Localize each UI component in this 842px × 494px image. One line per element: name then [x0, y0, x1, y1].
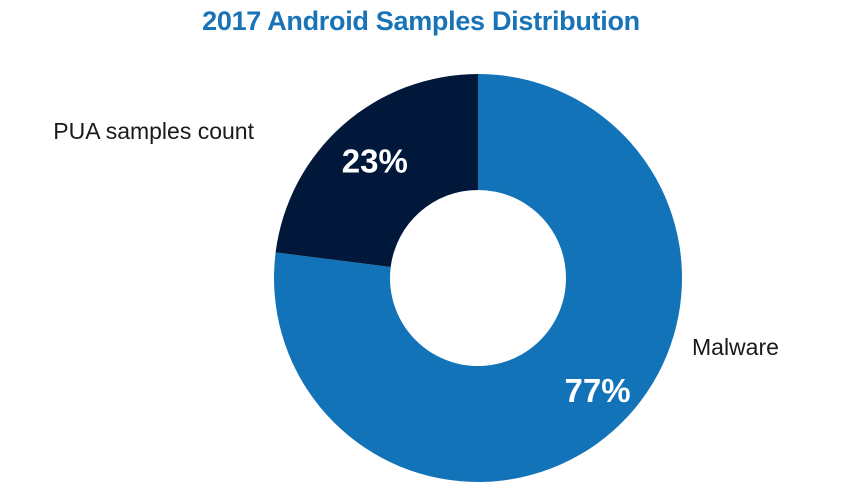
slice-label-pua-samples-count: 23% — [342, 142, 408, 179]
chart-title: 2017 Android Samples Distribution — [202, 6, 640, 36]
slice-label-malware: 77% — [565, 372, 631, 409]
slice-pua-samples-count — [275, 73, 478, 267]
category-label-pua-samples-count: PUA samples count — [53, 118, 254, 144]
slice-malware — [273, 74, 683, 482]
category-label-malware: Malware — [692, 334, 779, 360]
